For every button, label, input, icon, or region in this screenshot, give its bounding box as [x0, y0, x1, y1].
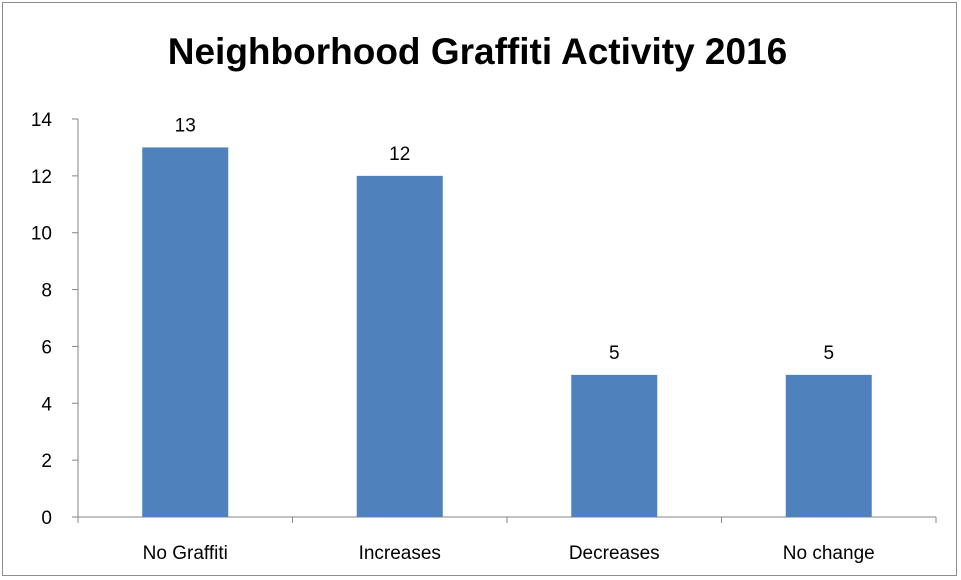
x-category-label: No Graffiti: [143, 543, 228, 564]
y-tick-label: 4: [41, 394, 52, 415]
y-tick-label: 10: [31, 224, 52, 245]
y-tick-label: 8: [41, 281, 52, 302]
data-label: 13: [175, 115, 196, 136]
y-tick-label: 6: [41, 337, 52, 358]
bar-no-change: [785, 374, 872, 517]
y-tick-label: 14: [31, 110, 53, 131]
bar-decreases: [571, 374, 658, 517]
bar-no-graffiti: [142, 147, 229, 517]
chart-title: Neighborhood Graffiti Activity 2016: [167, 31, 788, 72]
y-tick-label: 12: [31, 167, 52, 188]
x-category-label: Decreases: [569, 543, 660, 564]
data-label: 5: [823, 343, 834, 364]
bar-increases: [356, 175, 443, 517]
data-label: 5: [609, 343, 620, 364]
x-category-label: Increases: [359, 543, 441, 564]
y-tick-label: 2: [41, 451, 52, 472]
x-category-label: No change: [783, 543, 875, 564]
data-label: 12: [389, 144, 410, 165]
y-tick-label: 0: [41, 508, 52, 529]
